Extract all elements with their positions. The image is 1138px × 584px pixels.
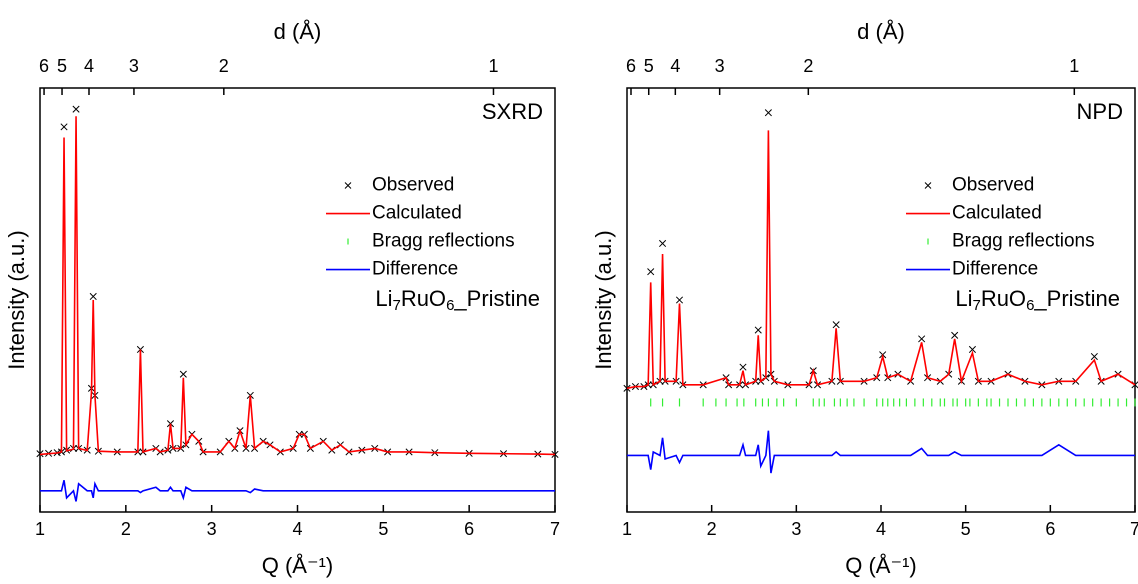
observed-point: [739, 363, 747, 371]
x2-tick-label: 4: [84, 56, 94, 76]
observed-point: [764, 109, 772, 117]
x-tick-label: 5: [378, 519, 388, 539]
x-axis-label: Q (Å⁻¹): [262, 553, 334, 578]
x-tick-label: 2: [707, 519, 717, 539]
x2-tick-label: 1: [1069, 56, 1079, 76]
x-tick-label: 6: [464, 519, 474, 539]
observed-point: [754, 326, 762, 334]
profile-line: [626, 130, 1136, 390]
observed-point: [675, 296, 684, 304]
annotation: SXRD: [482, 99, 543, 124]
observed-point: [1090, 352, 1098, 361]
legend-marker: [344, 182, 352, 189]
legend-label: Calculated: [952, 203, 1042, 224]
observed-point: [659, 239, 667, 248]
legend-label: Difference: [372, 259, 458, 280]
observed-point: [832, 321, 840, 329]
legend-label: Bragg reflections: [952, 231, 1095, 252]
observed-point: [60, 123, 68, 131]
legend-label: Bragg reflections: [372, 231, 515, 252]
observed-point: [179, 370, 187, 378]
x-axis-label: Q (Å⁻¹): [845, 553, 917, 578]
x-tick-label: 2: [121, 519, 131, 539]
x-tick-label: 6: [1045, 519, 1055, 539]
x2-tick-label: 1: [488, 56, 498, 76]
profile-line: [627, 430, 1135, 474]
annotation: Li7RuO6_Pristine: [375, 286, 540, 314]
x2-tick-label: 5: [644, 56, 654, 76]
annotation: Li7RuO6_Pristine: [955, 286, 1120, 314]
x-tick-label: 7: [1130, 519, 1138, 539]
annotation: NPD: [1077, 99, 1123, 124]
observed-point: [647, 268, 655, 276]
x2-axis-label: d (Å): [857, 19, 905, 44]
x-tick-label: 3: [207, 519, 217, 539]
x-tick-label: 4: [876, 519, 886, 539]
observed-point: [968, 345, 976, 354]
x2-tick-label: 5: [57, 56, 67, 76]
legend-label: Calculated: [372, 203, 462, 224]
x2-tick-label: 3: [129, 56, 139, 76]
observed-point: [551, 450, 559, 458]
x-tick-label: 1: [622, 519, 632, 539]
observed-point: [72, 105, 80, 113]
profile-line: [39, 116, 556, 456]
x2-tick-label: 4: [670, 56, 680, 76]
x2-tick-label: 2: [803, 56, 813, 76]
x2-tick-label: 3: [715, 56, 725, 76]
profile-line: [40, 480, 555, 502]
x2-axis-label: d (Å): [274, 19, 322, 44]
legend-marker: [924, 182, 932, 189]
x2-tick-label: 2: [219, 56, 229, 76]
panel: 1 2 3 4 5 6 76 5 4 3 2 1Q (Å⁻¹)d (Å)Intensity (a.u.…: [4, 19, 560, 578]
observed-point: [918, 335, 926, 343]
x-tick-label: 7: [550, 519, 560, 539]
legend-label: Observed: [372, 175, 454, 196]
y-axis-label: Intensity (a.u.): [4, 230, 29, 369]
x-tick-label: 4: [292, 519, 302, 539]
x2-tick-label: 6: [39, 56, 49, 76]
legend-label: Difference: [952, 259, 1038, 280]
x2-tick-label: 6: [626, 56, 636, 76]
x-tick-label: 1: [35, 519, 45, 539]
observed-point: [951, 331, 959, 339]
panel: 1 2 3 4 5 6 76 5 4 3 2 1Q (Å⁻¹)d (Å)Intensity (a.u.…: [591, 19, 1138, 578]
observed-point: [89, 292, 97, 301]
y-axis-label: Intensity (a.u.): [591, 230, 616, 369]
x-tick-label: 5: [961, 519, 971, 539]
x-tick-label: 3: [791, 519, 801, 539]
legend-label: Observed: [952, 175, 1034, 196]
